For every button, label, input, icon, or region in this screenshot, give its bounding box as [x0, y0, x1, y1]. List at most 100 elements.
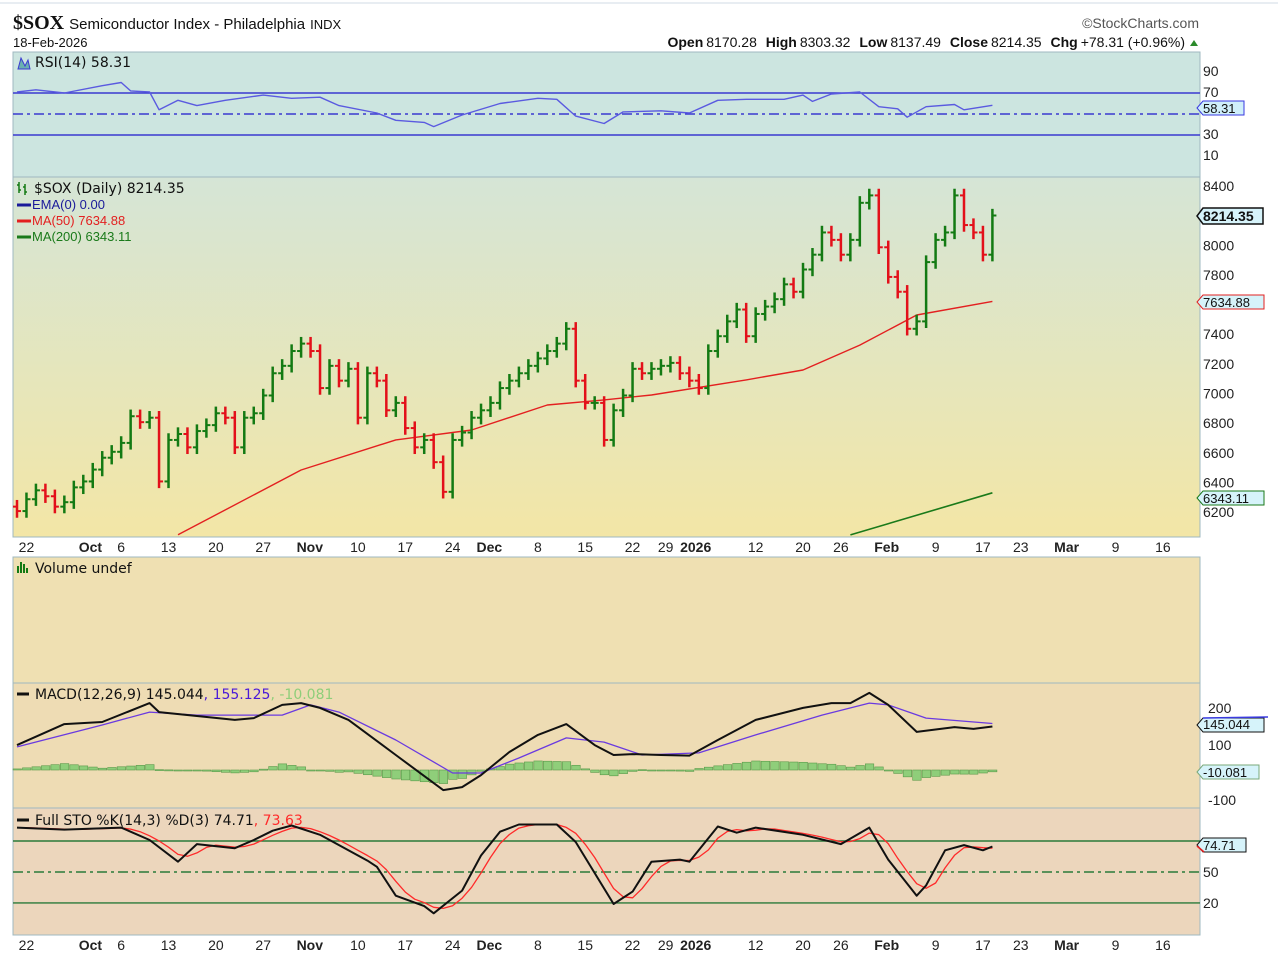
macd-histogram-bar — [855, 765, 865, 771]
volume-bars-icon — [17, 562, 28, 573]
ohlc-bar — [107, 445, 116, 465]
ohlc-bar — [155, 411, 164, 489]
ohlc-bar — [31, 483, 40, 506]
ma200-value-tag: 6343.11 — [1196, 490, 1265, 506]
date-axis-top-tick-label: 17 — [975, 539, 991, 555]
macd-histogram-bar — [221, 769, 231, 773]
ohlc-bar — [486, 396, 495, 417]
ohlc-bar — [836, 233, 845, 262]
ohlc-bar — [429, 433, 438, 469]
ohlc-bar — [723, 314, 732, 343]
ohlc-bar — [505, 373, 514, 395]
ohlc-bar — [713, 329, 722, 358]
ohlc-bar — [988, 208, 997, 262]
macd-histogram-bar — [97, 767, 108, 771]
macd-histogram-bar — [296, 766, 306, 771]
ohlc-bar — [628, 362, 637, 403]
ohlc-bar — [600, 396, 609, 447]
ohlc-bar — [22, 492, 31, 518]
macd-histogram-bar — [164, 769, 174, 772]
ohlc-bar — [420, 433, 429, 455]
macd-histogram-bar — [116, 766, 126, 771]
ohlc-bar — [704, 344, 713, 395]
ohlc-bar — [41, 483, 50, 503]
date-axis-top-tick-label: 22 — [19, 539, 35, 555]
ohlc-bar — [647, 362, 656, 380]
macd-histogram-bar — [685, 769, 695, 772]
date-axis-bottom-tick-label: Nov — [297, 937, 324, 953]
macd-histogram-bar — [779, 761, 789, 771]
macd-histogram-bar — [325, 769, 335, 772]
price-tick-label: 7000 — [1203, 385, 1234, 401]
ohlc-bar — [694, 373, 703, 395]
date-axis-top-tick-label: 22 — [625, 539, 641, 555]
svg-text:$SOX (Daily) 8214.35: $SOX (Daily) 8214.35 — [34, 181, 185, 197]
date-axis-bottom-tick-label: 20 — [795, 937, 811, 953]
macd-histogram-bar — [637, 769, 647, 771]
volume-legend: Volume undef — [17, 561, 133, 577]
ma200-line — [850, 492, 993, 536]
price-tick-label: 6200 — [1203, 504, 1234, 520]
macd-histogram-bar — [590, 769, 600, 773]
ohlc-bar — [619, 388, 628, 417]
macd-histogram-bar — [675, 769, 685, 772]
exchange: INDX — [310, 17, 341, 32]
ohlc-bar — [202, 418, 211, 438]
ohlc-bar — [780, 277, 789, 306]
macd-histogram-bar — [495, 766, 505, 771]
ohlc-bar — [164, 433, 173, 489]
macd-histogram-bar — [552, 761, 562, 771]
ohlc-bar — [685, 366, 694, 388]
ohlc-bar — [969, 218, 978, 240]
date-axis-top-tick-label: 13 — [161, 539, 177, 555]
date-axis-top-tick-label: 20 — [208, 539, 224, 555]
macd-histogram-bar — [704, 766, 714, 771]
macd-histogram-bar — [874, 766, 884, 771]
date-axis-bottom-tick-label: 22 — [625, 937, 641, 953]
ohlc-bar — [211, 406, 220, 432]
svg-text:RSI(14) 58.31: RSI(14) 58.31 — [35, 55, 131, 71]
macd-histogram-bar — [31, 766, 41, 771]
macd-histogram-bar — [713, 765, 723, 771]
price-legend: $SOX (Daily) 8214.35 EMA(0) 0.00 MA(50) … — [17, 181, 185, 244]
ohlc-summary: Open 8170.28 High 8303.32 Low 8137.49 Close… — [667, 34, 1185, 50]
hist-value-tag: -10.081 — [1196, 764, 1260, 780]
ohlc-bar — [931, 233, 940, 269]
svg-text:8214.35: 8214.35 — [1203, 208, 1254, 224]
ohlc-bar — [912, 314, 921, 336]
ohlc-bar — [865, 188, 874, 210]
ohlc-bar — [950, 188, 959, 240]
ohlc-bar — [884, 240, 893, 284]
rsi-legend: RSI(14) 58.31 — [17, 55, 131, 71]
macd-histogram-bar — [722, 764, 733, 771]
macd-histogram-bar — [836, 765, 846, 771]
macd-tick-label: -100 — [1208, 792, 1236, 808]
date-axis-bottom-tick-label: 6 — [117, 937, 125, 953]
chart-marks: 22 Oct 6 13 20 27 Nov 10 17 24 Dec 8 15 22 29 2026 12 20 2… — [12, 63, 1236, 953]
macd-line — [16, 691, 993, 792]
ohlc-bar — [656, 359, 665, 376]
sto-k-line — [16, 823, 993, 915]
macd-histogram-bar — [315, 769, 325, 772]
date-axis-top-tick-label: Nov — [297, 539, 324, 555]
ohlc-bar — [666, 356, 675, 373]
date-axis-bottom-tick-label: 27 — [255, 937, 271, 953]
rsi-tick-label: 10 — [1203, 147, 1219, 163]
macd-histogram-bar — [770, 761, 780, 771]
date-axis-top-tick-label: 17 — [397, 539, 413, 555]
ohlc-bar — [192, 424, 201, 455]
ohlc-bar — [855, 196, 864, 247]
date-axis-bottom-tick-label: 20 — [208, 937, 224, 953]
macd-histogram-bar — [694, 768, 704, 771]
ohlc-bar — [316, 344, 325, 395]
svg-text:7634.88: 7634.88 — [1203, 295, 1250, 310]
svg-text:MA(200) 6343.11: MA(200) 6343.11 — [32, 229, 132, 244]
date-axis-top-tick-label: 9 — [932, 539, 940, 555]
date-axis-top-tick-label: Dec — [477, 539, 503, 555]
ohlc-bar — [136, 409, 145, 429]
date-axis-bottom-tick-label: 23 — [1013, 937, 1029, 953]
ohlc-bar — [240, 411, 249, 455]
macd-histogram-bar — [334, 769, 344, 773]
macd-histogram-bar — [135, 765, 145, 771]
